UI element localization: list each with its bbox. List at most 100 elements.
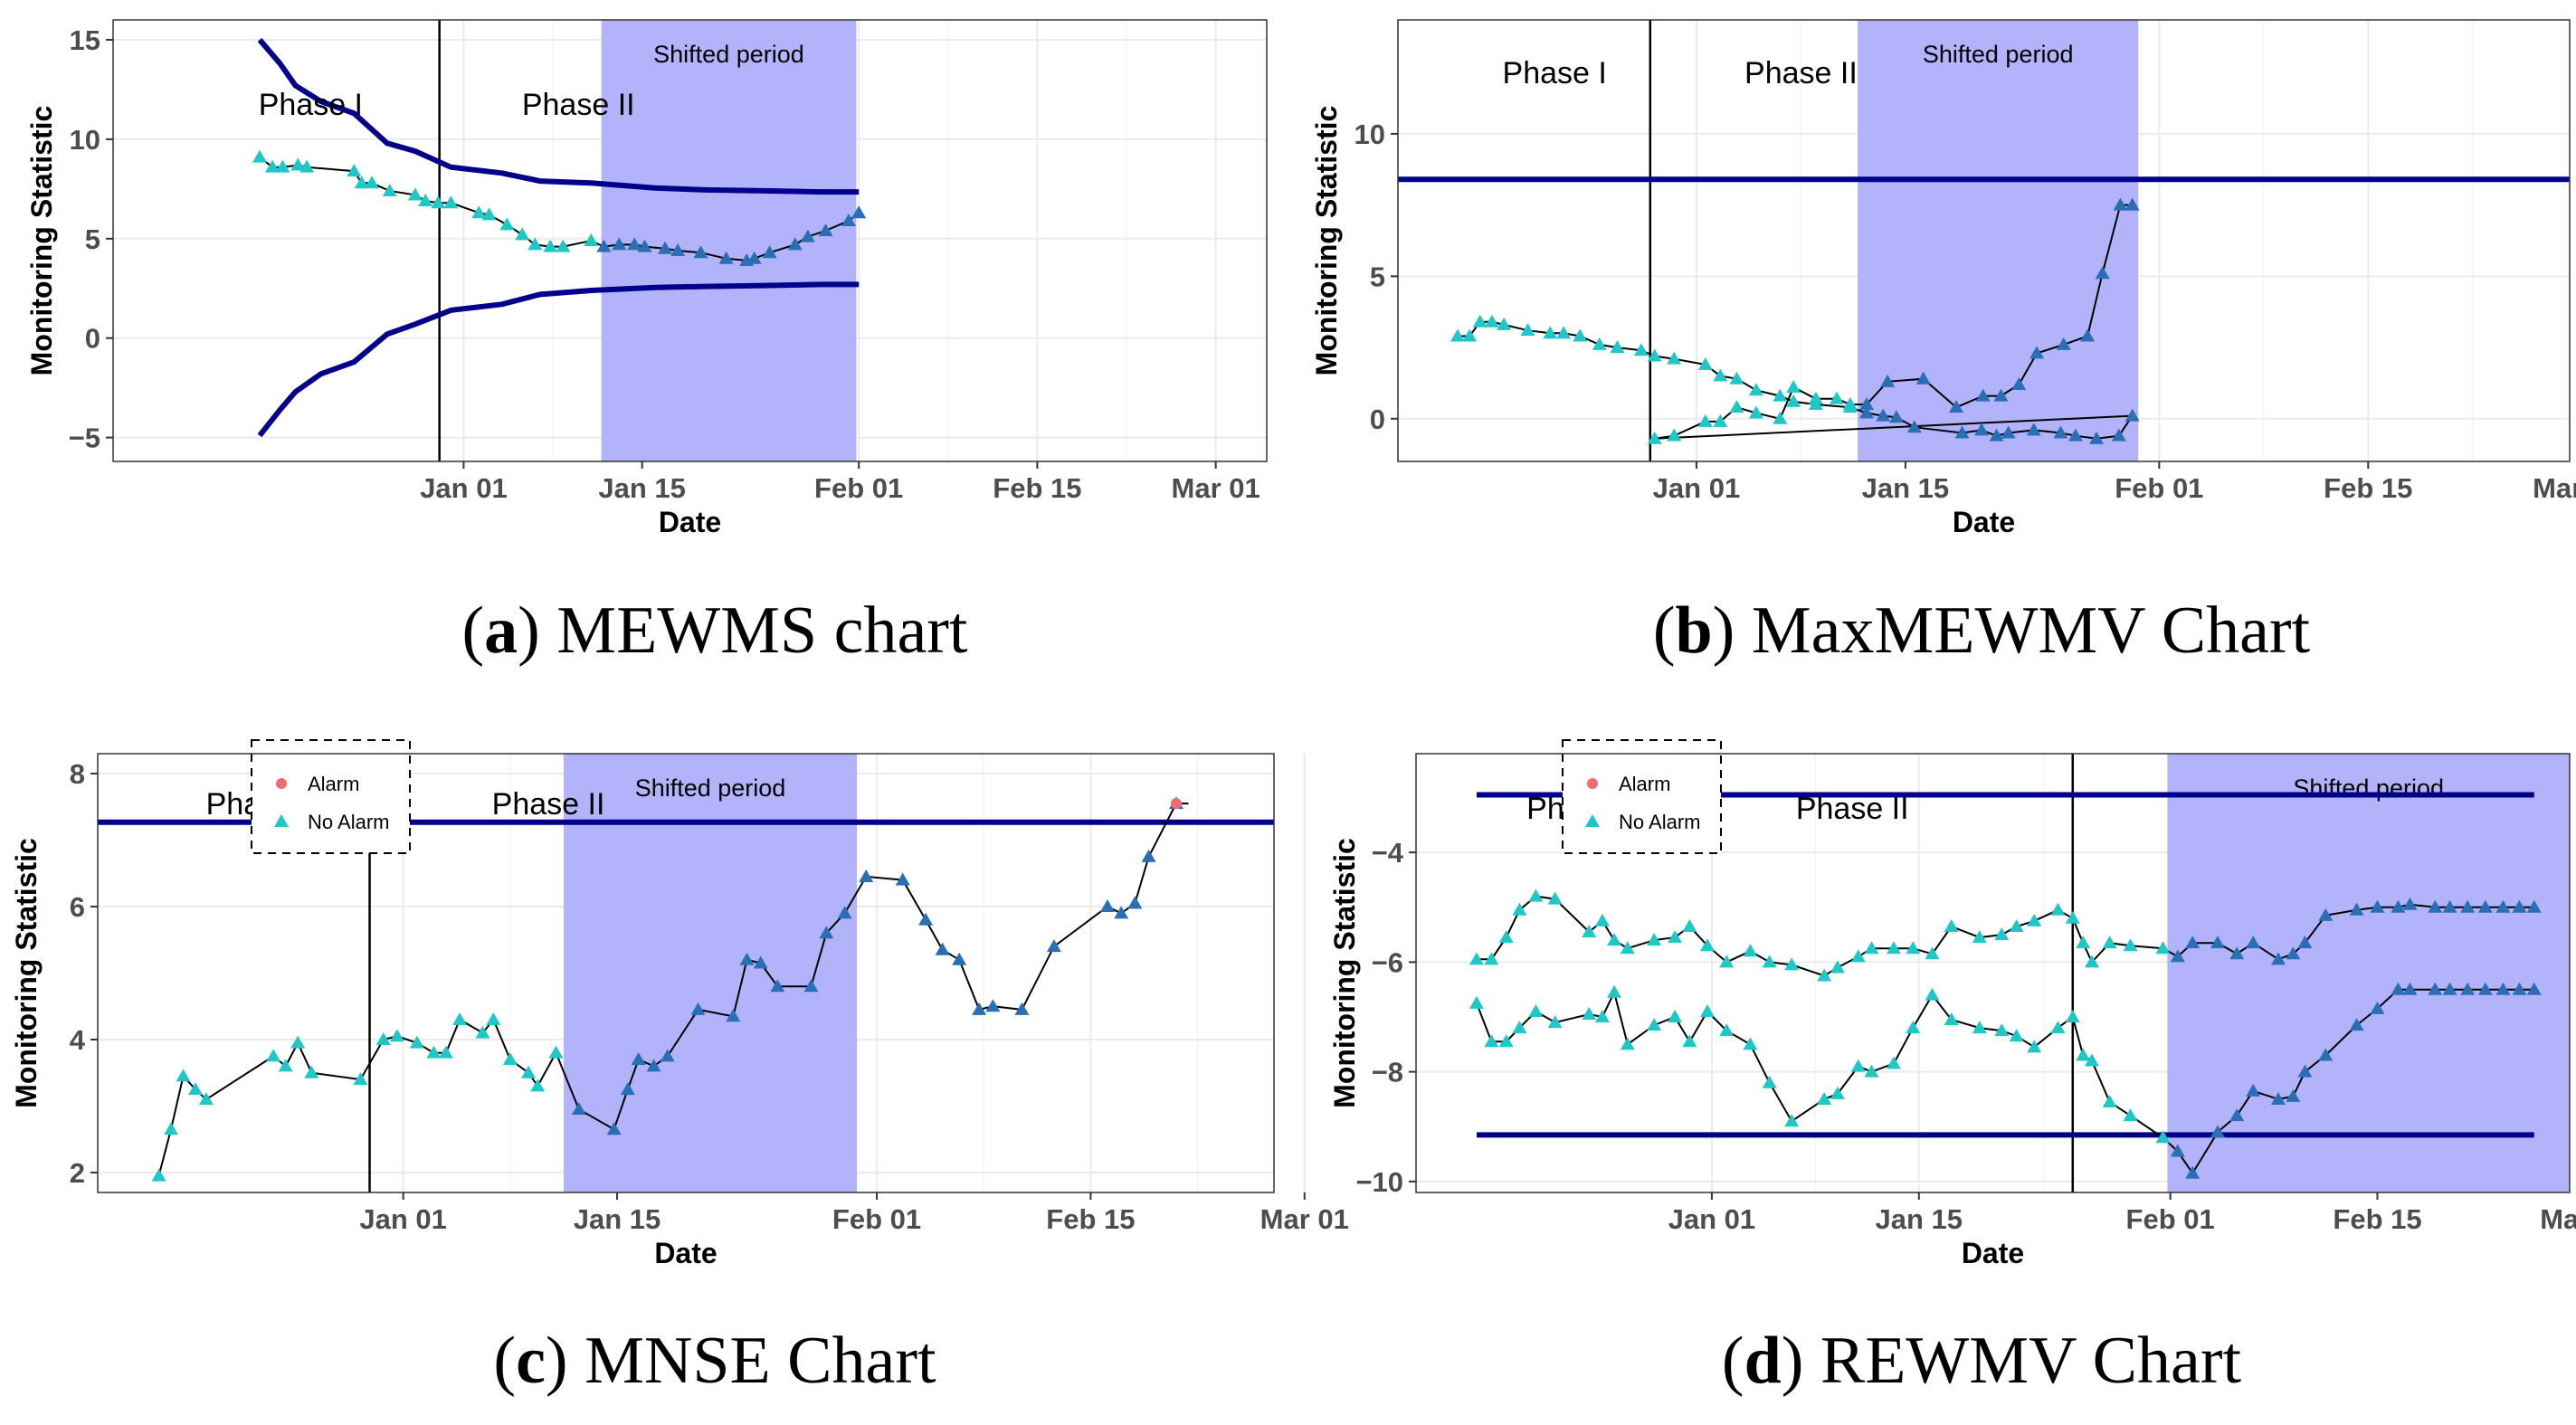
x-tick-label: Jan 15	[574, 1203, 661, 1235]
data-point	[1817, 968, 1832, 982]
data-point	[486, 1012, 501, 1025]
data-point	[2477, 982, 2493, 995]
data-point	[2124, 197, 2140, 211]
data-point	[164, 1122, 179, 1135]
y-tick-label: 4	[70, 1024, 86, 1056]
data-point	[2402, 982, 2418, 995]
data-point	[2029, 346, 2045, 359]
data-point	[2027, 913, 2042, 926]
data-point	[438, 1045, 453, 1059]
legend-no-alarm-label: No Alarm	[308, 811, 389, 833]
x-tick-label: Feb 01	[2115, 472, 2203, 504]
y-axis-label: Monitoring Statistic	[1310, 106, 1343, 376]
data-point	[1850, 949, 1866, 963]
data-point	[1697, 356, 1713, 370]
legend-alarm-marker	[276, 778, 287, 789]
data-point	[2102, 1094, 2117, 1107]
data-point	[1484, 314, 1499, 328]
data-point	[1784, 1114, 1800, 1127]
data-point	[1713, 368, 1728, 382]
legend-alarm-label: Alarm	[308, 773, 359, 795]
data-point	[1498, 930, 1514, 944]
data-point	[770, 979, 785, 993]
data-point	[1906, 941, 1921, 955]
y-tick-label: 5	[85, 223, 100, 255]
shifted-period-band	[563, 754, 858, 1192]
data-point	[265, 159, 280, 173]
legend-box	[251, 739, 411, 854]
data-point	[2065, 1010, 2080, 1022]
data-point	[2297, 936, 2313, 949]
data-point	[818, 223, 833, 237]
data-point	[1786, 394, 1801, 407]
data-point	[1713, 413, 1728, 427]
data-point	[2349, 1018, 2364, 1031]
data-point	[2246, 936, 2261, 949]
legend-no-alarm-marker	[1585, 814, 1600, 827]
data-point	[2391, 899, 2406, 913]
data-point	[2297, 1064, 2313, 1078]
y-tick-label: 5	[1370, 261, 1385, 292]
x-tick-label: Feb 15	[1046, 1203, 1135, 1235]
data-point	[1668, 1010, 1683, 1022]
data-point	[2185, 936, 2201, 949]
data-point	[571, 1102, 586, 1116]
data-point	[1786, 380, 1801, 394]
data-point	[1667, 351, 1682, 365]
data-point	[1888, 410, 1904, 423]
data-point	[2246, 1083, 2261, 1097]
data-point	[1547, 1015, 1563, 1029]
data-point	[631, 1052, 646, 1066]
data-point	[556, 239, 571, 252]
data-point	[2085, 1053, 2100, 1067]
data-point	[2001, 425, 2016, 439]
data-point	[612, 237, 627, 251]
data-point	[290, 1035, 306, 1049]
x-tick-label: Mar 01	[2540, 1203, 2576, 1235]
upper-control-limit	[257, 38, 860, 195]
data-point	[1784, 957, 1800, 971]
shifted-period-band	[601, 20, 857, 461]
data-point	[1682, 918, 1697, 932]
data-point	[746, 251, 762, 264]
data-point	[1647, 348, 1662, 362]
data-point	[1582, 925, 1597, 938]
data-point	[299, 159, 315, 173]
data-point	[693, 245, 708, 259]
data-point	[2076, 936, 2091, 949]
data-point	[972, 1002, 987, 1015]
data-point	[1830, 391, 1845, 404]
data-point	[935, 942, 950, 955]
data-point	[1762, 1075, 1777, 1088]
data-point	[2102, 936, 2117, 949]
data-point	[1850, 1059, 1866, 1072]
data-point	[2349, 902, 2364, 916]
panel-b: Shifted period Phase I Phase II Jan 01 Jan 1…	[1310, 19, 2576, 538]
legend-no-alarm-marker	[274, 814, 289, 827]
data-point	[1808, 391, 1823, 404]
data-point	[2089, 431, 2105, 444]
x-axis-label: Date	[1962, 1237, 2024, 1269]
data-point	[354, 176, 369, 189]
data-point	[499, 217, 515, 231]
data-point	[471, 205, 487, 219]
data-point	[819, 926, 834, 939]
data-point	[2155, 941, 2171, 955]
data-point	[1697, 413, 1713, 427]
data-point	[2526, 899, 2542, 913]
y-tick-label: 2	[70, 1157, 85, 1189]
y-tick-label: 15	[70, 24, 100, 56]
data-point	[1700, 1003, 1716, 1017]
data-point	[1498, 1034, 1514, 1048]
y-tick-label: −8	[1372, 1057, 1403, 1088]
data-point	[1512, 1021, 1527, 1034]
data-point	[1528, 888, 1544, 902]
x-tick-label: Mar 01	[1260, 1203, 1349, 1235]
data-point	[1141, 849, 1156, 862]
data-point	[718, 251, 734, 264]
data-point	[2495, 982, 2511, 995]
data-point	[1773, 411, 1788, 424]
data-point	[787, 237, 803, 251]
data-point	[1607, 933, 1622, 946]
x-tick-label: Jan 01	[1668, 1203, 1756, 1235]
